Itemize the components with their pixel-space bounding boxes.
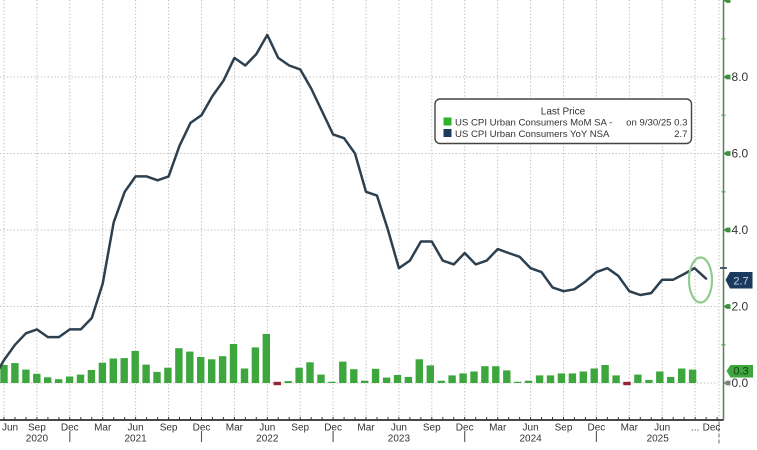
svg-text:Mar: Mar [489, 423, 507, 434]
svg-text:Dec: Dec [61, 423, 79, 434]
svg-text:US CPI Urban Consumers YoY NSA: US CPI Urban Consumers YoY NSA [455, 129, 610, 140]
svg-text:6.0: 6.0 [732, 147, 749, 161]
svg-text:4.0: 4.0 [732, 223, 749, 237]
svg-text:0.0: 0.0 [732, 376, 749, 390]
svg-text:Dec: Dec [588, 423, 606, 434]
svg-text:2.7: 2.7 [733, 276, 748, 288]
svg-text:Sep: Sep [423, 423, 441, 434]
svg-text:Sep: Sep [555, 423, 573, 434]
svg-text:Mar: Mar [226, 423, 244, 434]
svg-text:Jun: Jun [2, 423, 18, 434]
svg-text:Sep: Sep [28, 423, 46, 434]
svg-text:2.7: 2.7 [674, 129, 687, 140]
svg-text:Jun: Jun [523, 423, 539, 434]
svg-text:Dec: Dec [456, 423, 474, 434]
svg-text:Dec: Dec [324, 423, 342, 434]
svg-text:2025: 2025 [647, 434, 670, 445]
svg-text:2021: 2021 [124, 434, 147, 445]
svg-text:0.3: 0.3 [733, 366, 748, 378]
svg-text:Jun: Jun [259, 423, 275, 434]
svg-text:Mar: Mar [357, 423, 375, 434]
svg-text:Mar: Mar [94, 423, 112, 434]
svg-text:Last Price: Last Price [541, 107, 586, 118]
svg-text:Sep: Sep [160, 423, 178, 434]
svg-text:2023: 2023 [388, 434, 411, 445]
svg-text:2024: 2024 [519, 434, 542, 445]
svg-text:Dec: Dec [703, 423, 721, 434]
svg-text:on 9/30/25 0.3: on 9/30/25 0.3 [626, 118, 687, 129]
svg-text:Jun: Jun [391, 423, 407, 434]
svg-text:Jun: Jun [654, 423, 670, 434]
svg-text:8.0: 8.0 [732, 70, 749, 84]
svg-text:2022: 2022 [256, 434, 279, 445]
svg-text:...: ... [691, 423, 699, 434]
svg-text:Jun: Jun [128, 423, 144, 434]
svg-text:US CPI Urban Consumers MoM SA: US CPI Urban Consumers MoM SA - [455, 118, 612, 129]
svg-text:2.0: 2.0 [732, 300, 749, 314]
svg-text:Dec: Dec [193, 423, 211, 434]
svg-text:Mar: Mar [621, 423, 639, 434]
svg-text:Sep: Sep [291, 423, 309, 434]
svg-text:2020: 2020 [26, 434, 49, 445]
